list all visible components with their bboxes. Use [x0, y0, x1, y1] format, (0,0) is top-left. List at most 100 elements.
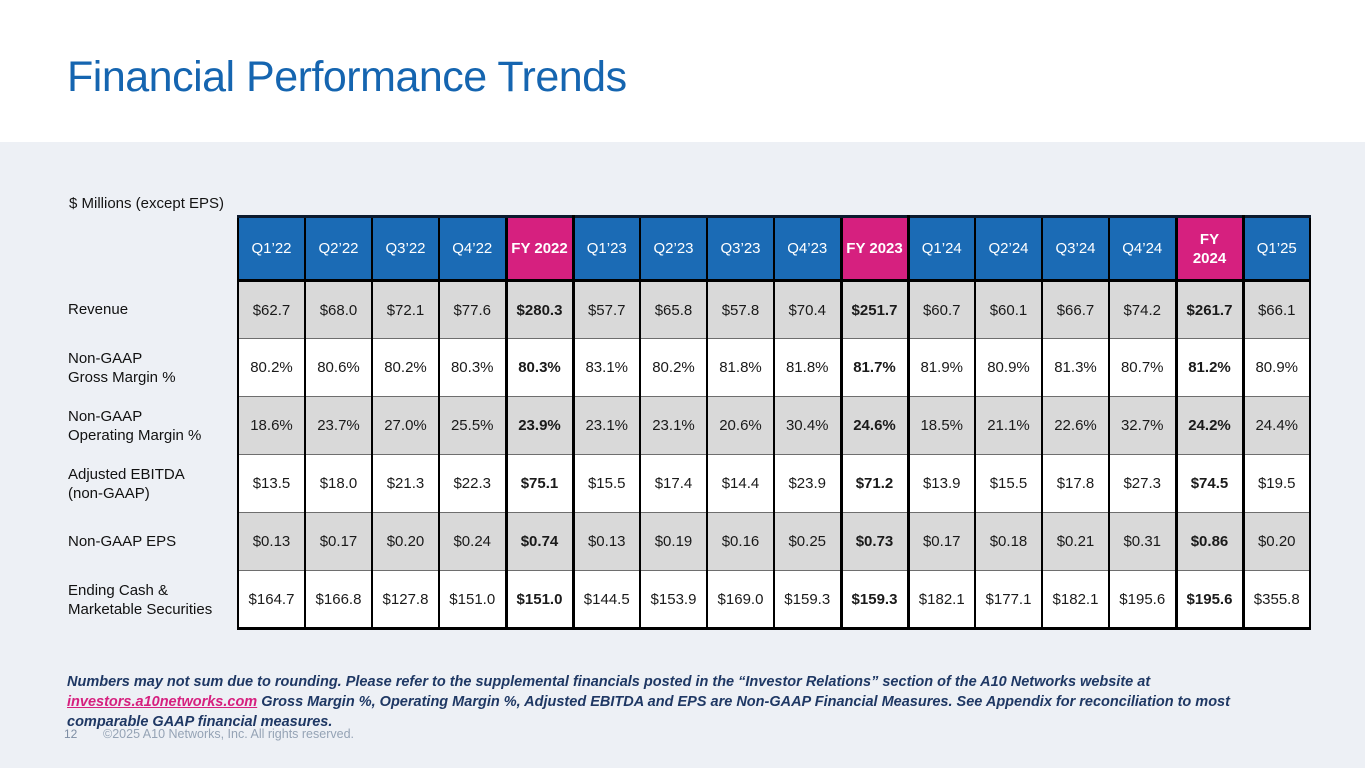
- data-cell: $195.6: [1174, 570, 1245, 630]
- data-cell: $74.5: [1174, 454, 1245, 513]
- data-cell: 80.2%: [237, 338, 306, 397]
- data-cell: 23.1%: [572, 396, 641, 455]
- table-row: Adjusted EBITDA (non-GAAP) $13.5 $18.0 $21.3…: [68, 454, 1311, 513]
- data-cell: $13.9: [907, 454, 976, 513]
- data-cell: $166.8: [304, 570, 373, 630]
- data-cell: 81.8%: [773, 338, 842, 397]
- data-cell: 25.5%: [438, 396, 507, 455]
- data-cell: $151.0: [438, 570, 507, 630]
- data-cell: $261.7: [1174, 280, 1245, 339]
- data-cell: 80.2%: [639, 338, 708, 397]
- data-cell: $72.1: [371, 280, 440, 339]
- header-cell-q2-24: Q2’24: [974, 215, 1043, 282]
- data-cell: 23.9%: [504, 396, 575, 455]
- data-cell: $15.5: [974, 454, 1043, 513]
- data-cell: $17.8: [1041, 454, 1110, 513]
- data-cell: $0.31: [1108, 512, 1177, 571]
- header-cell-q1-23: Q1’23: [572, 215, 641, 282]
- data-cell: 32.7%: [1108, 396, 1177, 455]
- row-label: Non-GAAP Operating Margin %: [68, 407, 202, 444]
- row-label: Ending Cash & Marketable Securities: [68, 581, 213, 618]
- data-cell: $57.7: [572, 280, 641, 339]
- page-title: Financial Performance Trends: [67, 53, 627, 101]
- data-cell: $169.0: [706, 570, 775, 630]
- data-cell: $177.1: [974, 570, 1043, 630]
- footnote-part2: Gross Margin %, Operating Margin %, Adju…: [67, 694, 1230, 730]
- data-cell: 23.1%: [639, 396, 708, 455]
- data-cell: $15.5: [572, 454, 641, 513]
- header-cell-q4-24: Q4’24: [1108, 215, 1177, 282]
- data-cell: $13.5: [237, 454, 306, 513]
- header-cell-q1-24: Q1’24: [907, 215, 976, 282]
- data-cell: 81.3%: [1041, 338, 1110, 397]
- data-cell: 80.3%: [438, 338, 507, 397]
- data-cell: 80.6%: [304, 338, 373, 397]
- data-cell: $0.25: [773, 512, 842, 571]
- investor-relations-link[interactable]: investors.a10networks.com: [67, 694, 258, 710]
- data-cell: $0.13: [572, 512, 641, 571]
- header-cell-fy-2022: FY 2022: [504, 215, 575, 282]
- data-cell: $153.9: [639, 570, 708, 630]
- data-cell: 20.6%: [706, 396, 775, 455]
- data-cell: 18.6%: [237, 396, 306, 455]
- data-cell: $66.7: [1041, 280, 1110, 339]
- header-cell-q3-22: Q3’22: [371, 215, 440, 282]
- data-cell: $60.7: [907, 280, 976, 339]
- data-cell: 81.8%: [706, 338, 775, 397]
- table-row: Non-GAAP EPS $0.13 $0.17 $0.20 $0.24 $0.74 $0.…: [68, 512, 1311, 571]
- data-cell: $23.9: [773, 454, 842, 513]
- data-cell: $182.1: [1041, 570, 1110, 630]
- data-cell: $62.7: [237, 280, 306, 339]
- data-cell: $0.86: [1174, 512, 1245, 571]
- data-cell: $164.7: [237, 570, 306, 630]
- data-cell: 24.6%: [839, 396, 910, 455]
- data-cell: 24.4%: [1242, 396, 1311, 455]
- data-cell: $66.1: [1242, 280, 1311, 339]
- data-cell: 18.5%: [907, 396, 976, 455]
- data-cell: $18.0: [304, 454, 373, 513]
- data-cell: 21.1%: [974, 396, 1043, 455]
- data-cell: $127.8: [371, 570, 440, 630]
- data-cell: $159.3: [839, 570, 910, 630]
- data-cell: 83.1%: [572, 338, 641, 397]
- data-cell: $0.74: [504, 512, 575, 571]
- data-cell: $27.3: [1108, 454, 1177, 513]
- data-cell: $182.1: [907, 570, 976, 630]
- data-cell: 81.7%: [839, 338, 910, 397]
- data-cell: $0.21: [1041, 512, 1110, 571]
- row-label: Revenue: [68, 301, 129, 318]
- data-cell: 80.2%: [371, 338, 440, 397]
- header-cell-q2-23: Q2’23: [639, 215, 708, 282]
- data-cell: $21.3: [371, 454, 440, 513]
- table-row: Ending Cash & Marketable Securities $164.7…: [68, 570, 1311, 630]
- data-cell: $71.2: [839, 454, 910, 513]
- data-cell: 80.9%: [1242, 338, 1311, 397]
- data-cell: $0.18: [974, 512, 1043, 571]
- data-cell: $0.17: [907, 512, 976, 571]
- data-cell: 80.7%: [1108, 338, 1177, 397]
- header-cell-q1-25: Q1’25: [1242, 215, 1311, 282]
- data-cell: 24.2%: [1174, 396, 1245, 455]
- data-cell: $0.24: [438, 512, 507, 571]
- table-corner-spacer: [68, 217, 238, 281]
- footnote-part1: Numbers may not sum due to rounding. Ple…: [67, 674, 1151, 690]
- row-label: Adjusted EBITDA (non-GAAP): [68, 465, 185, 502]
- header-cell-q3-23: Q3’23: [706, 215, 775, 282]
- data-cell: $75.1: [504, 454, 575, 513]
- header-cell-fy-2024: FY 2024: [1174, 215, 1245, 282]
- data-cell: $60.1: [974, 280, 1043, 339]
- data-cell: 80.9%: [974, 338, 1043, 397]
- data-cell: 81.2%: [1174, 338, 1245, 397]
- data-cell: $17.4: [639, 454, 708, 513]
- data-cell: $0.20: [1242, 512, 1311, 571]
- data-cell: $74.2: [1108, 280, 1177, 339]
- header-cell-q4-23: Q4’23: [773, 215, 842, 282]
- data-cell: $70.4: [773, 280, 842, 339]
- data-cell: $151.0: [504, 570, 575, 630]
- financial-trends-table: Q1’22 Q2’22 Q3’22 Q4’22 FY 2022 Q1’23 Q2’23 Q3’…: [68, 215, 1311, 630]
- data-cell: $77.6: [438, 280, 507, 339]
- data-cell: $14.4: [706, 454, 775, 513]
- header-cell-q4-22: Q4’22: [438, 215, 507, 282]
- data-cell: $0.73: [839, 512, 910, 571]
- header-cell-fy-2023: FY 2023: [839, 215, 910, 282]
